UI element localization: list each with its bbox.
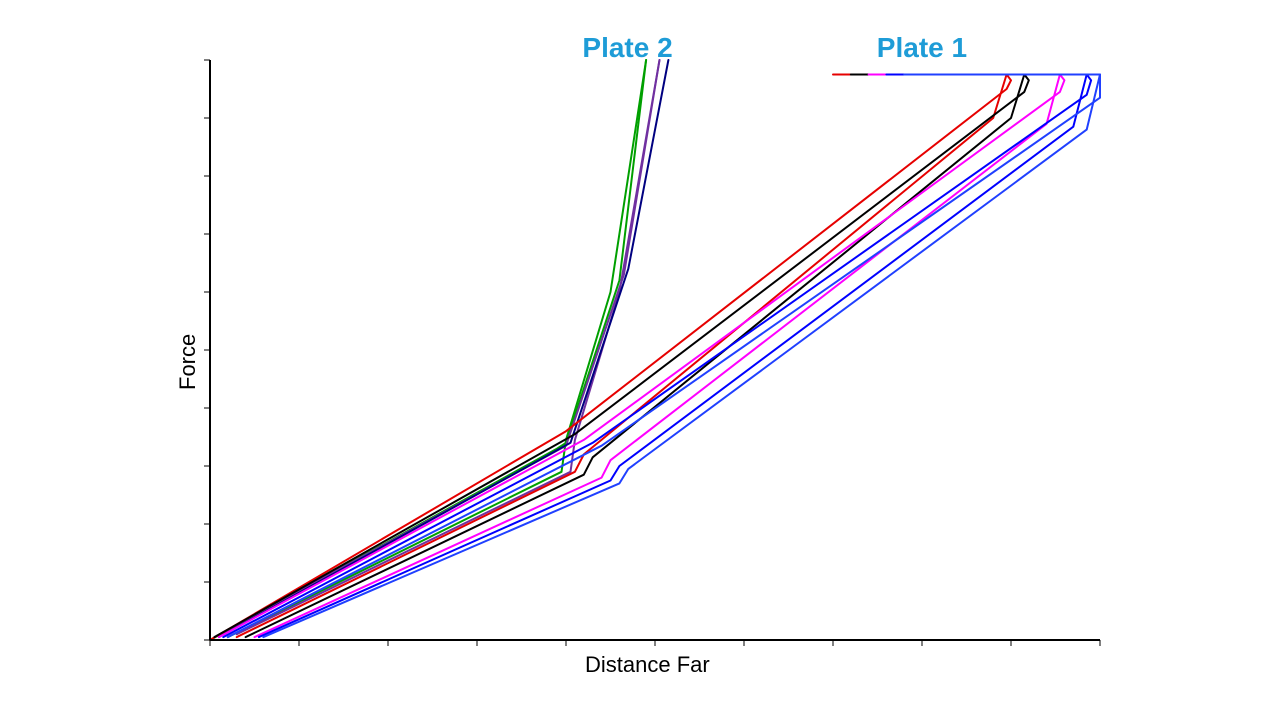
series-p1-red-return — [237, 75, 1007, 638]
chart-container: { "canvas": {"width":1280,"height":720,"… — [0, 0, 1280, 720]
series-p1-blue2-return — [263, 75, 1100, 638]
series-p2-green — [210, 60, 646, 640]
series-p2-green-return — [228, 60, 646, 637]
annotation-plate-2: Plate 2 — [582, 32, 672, 64]
annotation-plate-1: Plate 1 — [877, 32, 967, 64]
y-axis-label: Force — [175, 334, 201, 390]
series-p1-red — [210, 75, 1011, 641]
series-p1-black — [214, 75, 1028, 638]
x-axis-label: Distance Far — [585, 652, 710, 678]
